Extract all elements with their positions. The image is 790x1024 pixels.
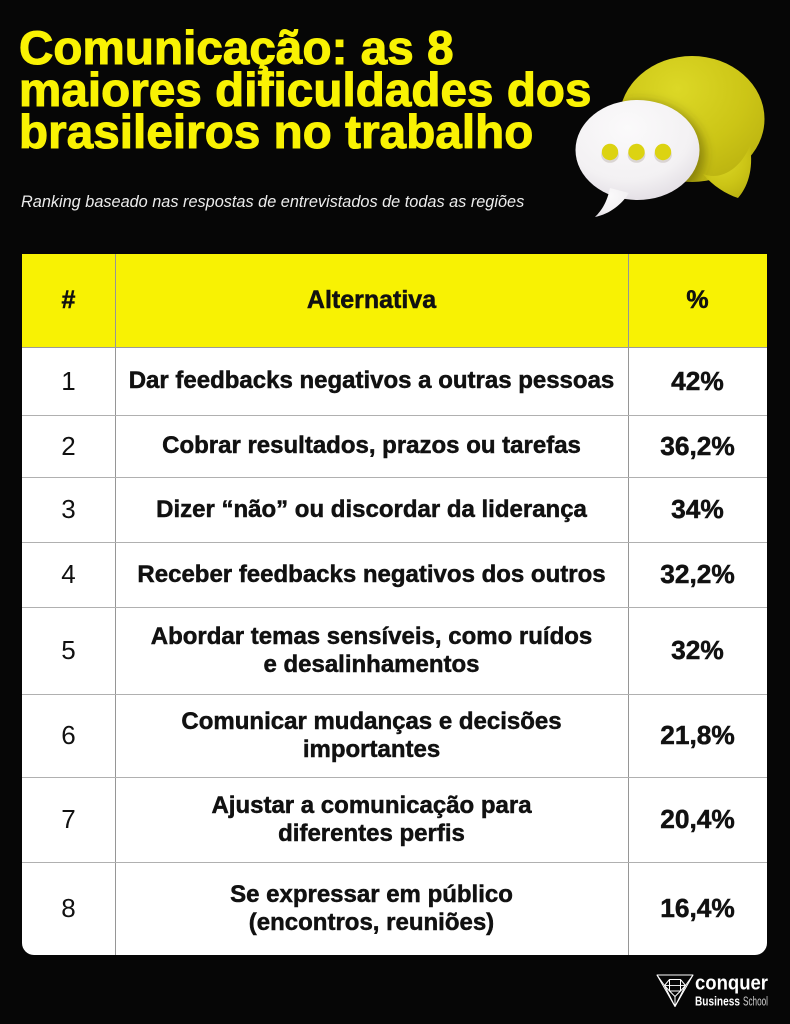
svg-text:conquer: conquer (695, 973, 768, 995)
svg-text:School: School (743, 994, 768, 1009)
svg-text:Business: Business (695, 994, 740, 1009)
